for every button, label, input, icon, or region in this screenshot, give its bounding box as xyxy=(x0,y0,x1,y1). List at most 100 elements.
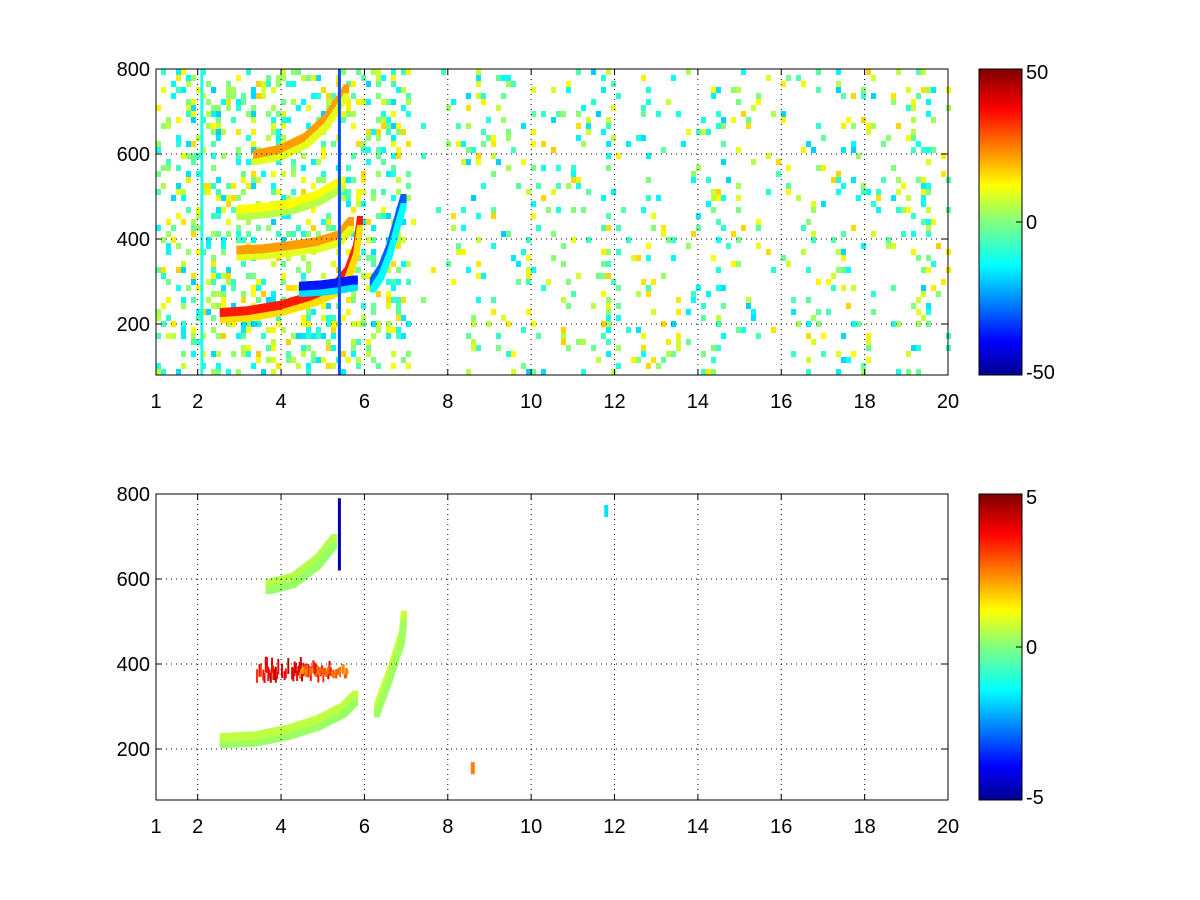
heatmap-cell xyxy=(206,183,211,189)
heatmap-cell xyxy=(276,321,281,327)
x-tick-label: 20 xyxy=(937,816,959,838)
heatmap-cell xyxy=(506,351,511,357)
heatmap-cell xyxy=(506,75,511,81)
heatmap-cell xyxy=(176,75,181,81)
heatmap-cell xyxy=(311,225,316,231)
heatmap-cell xyxy=(351,207,356,213)
heatmap-cell xyxy=(691,177,696,183)
heatmap-cell xyxy=(266,225,271,231)
heatmap-cell xyxy=(216,135,221,141)
heatmap-cell xyxy=(561,327,566,333)
heatmap-cell xyxy=(771,111,776,117)
heatmap-cell xyxy=(156,141,161,147)
heatmap-cell xyxy=(631,357,636,363)
heatmap-cell xyxy=(841,285,846,291)
heatmap-cell xyxy=(601,87,606,93)
heatmap-cell xyxy=(231,285,236,291)
heatmap-cell xyxy=(286,213,291,219)
heatmap-cell xyxy=(226,93,231,99)
heatmap-cell xyxy=(206,279,211,285)
heatmap-cell xyxy=(551,189,556,195)
heatmap-cell xyxy=(751,105,756,111)
heatmap-cell xyxy=(268,669,271,679)
heatmap-cell xyxy=(526,267,531,273)
heatmap-cell xyxy=(391,165,396,171)
heatmap-cell xyxy=(766,75,771,81)
heatmap-cell xyxy=(826,279,831,285)
heatmap-cell xyxy=(271,105,276,111)
heatmap-cell xyxy=(211,105,216,111)
heatmap-cell xyxy=(156,333,161,339)
heatmap-cell xyxy=(366,351,371,357)
heatmap-cell xyxy=(291,285,296,291)
heatmap-cell xyxy=(396,309,401,315)
heatmap-cell xyxy=(741,225,746,231)
heatmap-cell xyxy=(371,321,376,327)
heatmap-cell xyxy=(381,111,386,117)
heatmap-cell xyxy=(286,351,291,357)
heatmap-cell xyxy=(346,165,351,171)
y-tick-label: 200 xyxy=(117,314,150,336)
heatmap-cell xyxy=(196,225,201,231)
heatmap-cell xyxy=(231,93,236,99)
heatmap-cell xyxy=(456,243,461,249)
heatmap-cell xyxy=(306,75,311,81)
heatmap-cell xyxy=(871,309,876,315)
heatmap-cell xyxy=(806,369,811,375)
heatmap-cell xyxy=(906,87,911,93)
heatmap-cell xyxy=(176,69,181,75)
heatmap-cell xyxy=(811,207,816,213)
heatmap-cell xyxy=(456,123,461,129)
heatmap-cell xyxy=(566,303,571,309)
heatmap-cell xyxy=(676,345,681,351)
heatmap-cell xyxy=(686,69,691,75)
heatmap-cell xyxy=(266,75,271,81)
heatmap-cell xyxy=(301,75,306,81)
heatmap-cell xyxy=(811,237,816,243)
heatmap-cell xyxy=(456,141,461,147)
heatmap-cell xyxy=(606,141,611,147)
heatmap-cell xyxy=(751,309,756,315)
heatmap-cell xyxy=(276,81,281,87)
heatmap-cell xyxy=(606,123,611,129)
heatmap-cell xyxy=(286,117,291,123)
heatmap-cell xyxy=(466,147,471,153)
heatmap-cell xyxy=(496,345,501,351)
heatmap-cell xyxy=(716,345,721,351)
heatmap-cell xyxy=(356,363,361,369)
heatmap-cell xyxy=(266,357,271,363)
heatmap-cell xyxy=(691,297,696,303)
heatmap-cell xyxy=(191,159,196,165)
heatmap-cell xyxy=(161,123,166,129)
heatmap-cell xyxy=(241,321,246,327)
bottom-y-axis: 200 400 600 800 xyxy=(117,484,948,761)
heatmap-cell xyxy=(646,195,651,201)
heatmap-cell xyxy=(321,357,326,363)
heatmap-cell xyxy=(196,339,201,345)
heatmap-cell xyxy=(296,285,301,291)
heatmap-cell xyxy=(551,231,556,237)
heatmap-cell xyxy=(266,135,271,141)
heatmap-cell xyxy=(366,285,371,291)
heatmap-cell xyxy=(470,762,475,775)
heatmap-cell xyxy=(471,339,476,345)
heatmap-cell xyxy=(396,147,401,153)
heatmap-cell xyxy=(281,273,286,279)
heatmap-cell xyxy=(251,111,256,117)
heatmap-cell xyxy=(371,237,376,243)
heatmap-cell xyxy=(716,87,721,93)
heatmap-cell xyxy=(461,249,466,255)
heatmap-cell xyxy=(361,75,366,81)
heatmap-cell xyxy=(541,285,546,291)
heatmap-cell xyxy=(736,147,741,153)
heatmap-cell xyxy=(191,333,196,339)
heatmap-cell xyxy=(331,345,336,351)
heatmap-cell xyxy=(216,207,221,213)
heatmap-cell xyxy=(906,105,911,111)
heatmap-cell xyxy=(191,141,196,147)
heatmap-cell xyxy=(263,673,266,683)
heatmap-cell xyxy=(641,207,646,213)
heatmap-cell xyxy=(311,351,316,357)
heatmap-cell xyxy=(401,297,406,303)
heatmap-cell xyxy=(326,99,331,105)
